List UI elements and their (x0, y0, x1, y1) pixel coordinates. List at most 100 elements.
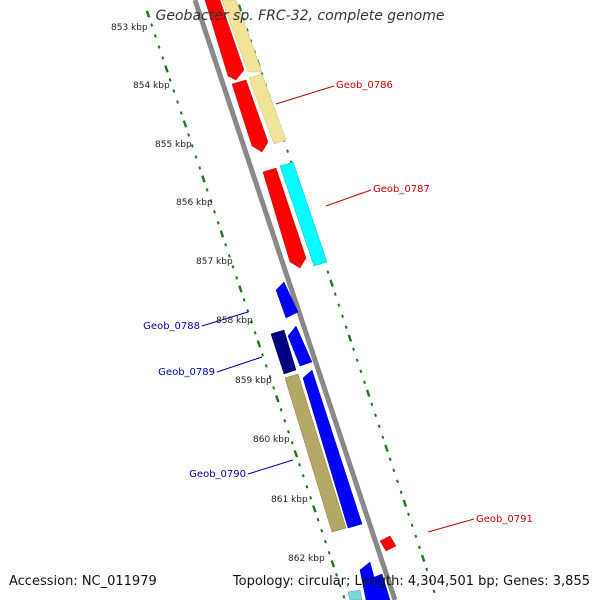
minor-tick (190, 144, 194, 148)
major-tick (329, 279, 334, 287)
minor-tick (216, 221, 220, 225)
left-tick-track (145, 10, 346, 599)
gene-label[interactable]: Geob_0787 (373, 184, 430, 195)
gene-feature-khaki[interactable] (284, 373, 347, 533)
ruler-labels: 853 kbp 854 kbp 855 kbp 856 kbp 857 kbp 858 k… (111, 23, 325, 564)
gene-feature-blue[interactable] (275, 281, 299, 319)
callout-leader-line (325, 189, 372, 207)
minor-tick (205, 188, 209, 192)
minor-tick (324, 540, 327, 544)
minor-tick (326, 270, 330, 274)
major-tick (347, 334, 353, 342)
ruler-tick-label: 853 kbp (111, 23, 148, 33)
major-tick (238, 285, 243, 293)
minor-tick (213, 210, 216, 214)
minor-tick (235, 276, 239, 280)
minor-tick (179, 111, 183, 115)
minor-tick (388, 457, 392, 462)
minor-tick (316, 518, 320, 522)
minor-tick (338, 584, 342, 588)
ruler-tick-label: 862 kbp (288, 554, 325, 564)
ruler-tick-label: 855 kbp (155, 140, 192, 150)
minor-tick (370, 402, 374, 406)
major-tick (420, 554, 426, 563)
minor-tick (374, 413, 377, 417)
gene-label[interactable]: Geob_0789 (158, 367, 215, 378)
minor-tick (198, 166, 202, 170)
callout-leader-line (427, 518, 475, 533)
gene-feature-blue[interactable] (302, 369, 363, 529)
minor-tick (396, 479, 399, 484)
minor-tick (381, 435, 385, 439)
ruler-tick-label: 858 kbp (216, 316, 253, 326)
gene-label[interactable]: Geob_0788 (143, 321, 200, 332)
minor-tick (344, 325, 348, 329)
gene-feature-yellow[interactable] (248, 73, 287, 145)
minor-tick (279, 408, 283, 412)
gene-feature-blue[interactable] (359, 561, 381, 600)
accession-text: Accession: NC_011979 (9, 574, 157, 589)
callout-leader-line (275, 85, 335, 105)
minor-tick (172, 89, 176, 93)
minor-tick (194, 155, 198, 159)
major-tick (275, 395, 280, 403)
minor-tick (283, 419, 287, 423)
minor-tick (261, 353, 265, 357)
minor-tick (309, 496, 313, 500)
minor-tick (342, 595, 346, 599)
minor-tick (253, 331, 257, 335)
minor-tick (327, 551, 331, 555)
callout-leader-line (247, 459, 294, 475)
gene-label[interactable]: Geob_0786 (336, 80, 393, 91)
minor-tick (209, 199, 213, 203)
gene-feature-cyan[interactable] (347, 589, 363, 600)
minor-tick (418, 545, 421, 550)
minor-tick (153, 34, 157, 38)
gene-feature-red[interactable] (379, 535, 397, 552)
minor-tick (399, 490, 403, 495)
minor-tick (242, 298, 246, 302)
ruler-tick-label: 859 kbp (235, 376, 272, 386)
gene-feature-yellow[interactable] (221, 0, 263, 73)
callout-leader-line (201, 311, 249, 327)
minor-tick (187, 133, 191, 137)
ruler-tick-label: 861 kbp (271, 495, 308, 505)
minor-tick (410, 523, 414, 528)
ruler-tick-label: 856 kbp (176, 198, 213, 208)
gene-label[interactable]: Geob_0791 (476, 514, 533, 525)
major-tick (365, 389, 371, 397)
major-tick (256, 340, 262, 348)
minor-tick (392, 468, 396, 473)
gene-feature-cyan[interactable] (279, 161, 328, 267)
major-tick (384, 444, 389, 452)
major-tick (219, 230, 225, 238)
major-tick (182, 120, 188, 128)
minor-tick (168, 78, 172, 82)
major-tick (330, 560, 336, 568)
gene-feature-blue[interactable] (371, 573, 391, 600)
minor-tick (231, 265, 235, 269)
gene-feature-red[interactable] (262, 167, 307, 269)
gene-feature-navy[interactable] (270, 329, 297, 375)
minor-tick (305, 485, 309, 489)
ruler-tick-label: 857 kbp (196, 257, 233, 267)
backbone-line (192, 0, 398, 600)
minor-tick (333, 292, 337, 296)
minor-tick (286, 149, 290, 153)
minor-tick (432, 589, 436, 594)
gene-label[interactable]: Geob_0790 (189, 469, 246, 480)
minor-tick (268, 375, 272, 379)
minor-tick (272, 386, 276, 390)
minor-tick (250, 320, 253, 324)
minor-tick (245, 28, 249, 32)
minor-tick (224, 243, 228, 247)
major-tick (145, 10, 151, 18)
minor-tick (176, 100, 179, 104)
minor-tick (320, 529, 324, 533)
gene-feature-blue[interactable] (287, 325, 313, 367)
gene-feature-red[interactable] (231, 79, 269, 153)
major-tick (402, 499, 408, 507)
gene-feature-red[interactable] (204, 0, 245, 81)
major-tick (312, 505, 317, 513)
